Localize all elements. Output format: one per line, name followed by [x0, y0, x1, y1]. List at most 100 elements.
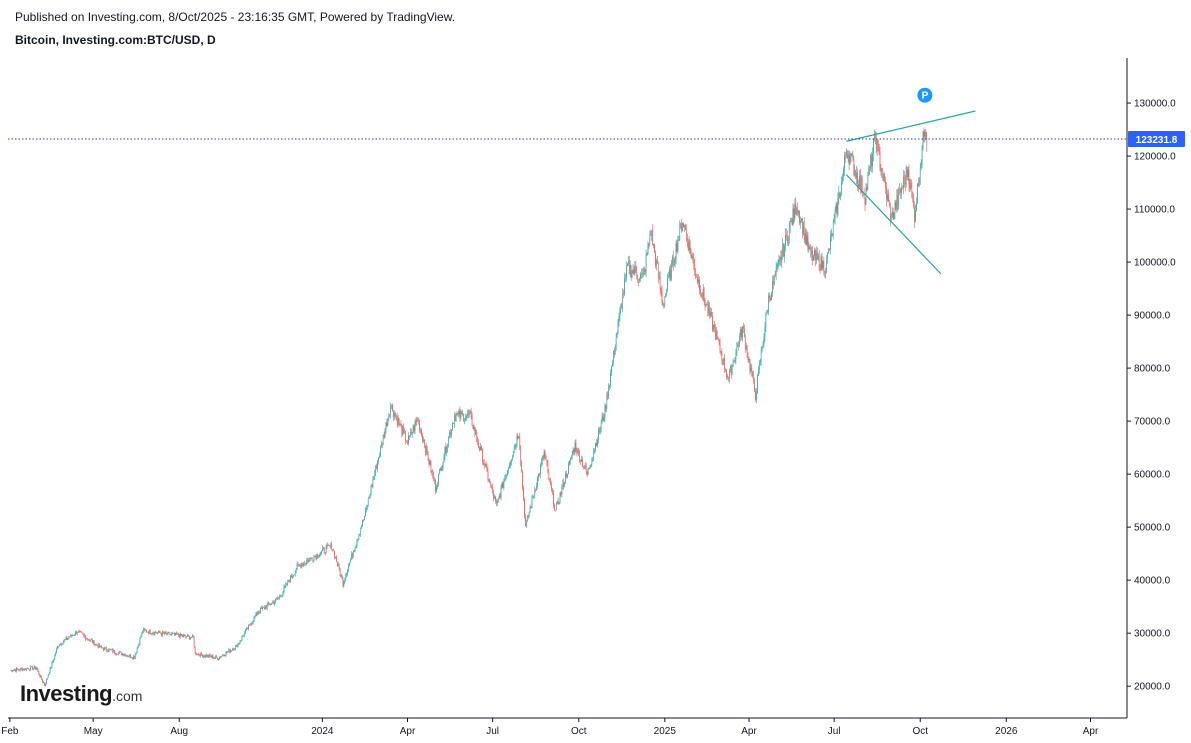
candle [10, 669, 12, 671]
candle [926, 132, 928, 152]
candle [104, 647, 106, 649]
candle [554, 503, 555, 511]
candle [836, 201, 838, 219]
candle [556, 500, 558, 505]
candle [388, 412, 390, 422]
upper-trendline[interactable] [846, 110, 976, 142]
candle [924, 129, 926, 143]
candle [498, 493, 500, 500]
candle [198, 652, 200, 657]
candle [482, 448, 483, 465]
candle [495, 495, 496, 504]
candle [99, 643, 101, 649]
candle [174, 631, 175, 636]
candle [285, 581, 287, 589]
candle [82, 632, 84, 635]
candle [324, 551, 326, 556]
candle [293, 574, 295, 576]
candle [494, 494, 495, 500]
candle [406, 440, 407, 443]
candle [305, 562, 306, 567]
candle [258, 610, 260, 615]
trendlines-layer[interactable] [845, 110, 976, 275]
candle [163, 631, 165, 636]
candle [781, 249, 783, 268]
y-tick-label: 20000.0 [1134, 682, 1171, 693]
candle [398, 417, 400, 428]
candle [597, 437, 598, 448]
candle [237, 642, 239, 648]
candle [387, 417, 389, 426]
candle [13, 669, 14, 672]
candle [643, 266, 645, 276]
candle [799, 210, 800, 226]
candle [144, 628, 145, 632]
candle [503, 478, 505, 491]
candle [116, 653, 117, 656]
p-marker-circle[interactable] [917, 87, 933, 103]
candle [247, 627, 248, 630]
logo-main: Investing [20, 681, 113, 706]
candle [24, 668, 26, 672]
candle [701, 292, 703, 301]
candle [193, 636, 195, 649]
candle [456, 413, 458, 416]
candle [700, 285, 701, 297]
candle [405, 430, 406, 445]
candle [257, 610, 259, 616]
candle [227, 651, 229, 653]
candle [652, 224, 653, 246]
candle [914, 201, 915, 229]
current-price-label: 123231.8 [1136, 135, 1178, 146]
x-tick-label: Apr [741, 726, 757, 737]
candle [77, 630, 79, 633]
candle [599, 426, 601, 435]
candle [531, 495, 533, 509]
y-tick-label: 110000.0 [1134, 205, 1175, 216]
y-tick-label: 50000.0 [1134, 523, 1171, 534]
candle [569, 457, 571, 465]
candle [380, 445, 381, 458]
candle [463, 413, 464, 422]
candle [569, 459, 570, 466]
candle [203, 654, 204, 659]
candle [715, 324, 716, 341]
candle [595, 442, 596, 453]
candle [478, 439, 479, 449]
lower-trendline[interactable] [845, 174, 942, 275]
candle [457, 411, 459, 417]
candle [841, 176, 842, 196]
candle [633, 265, 635, 276]
candle [429, 459, 431, 466]
candle [196, 653, 198, 656]
candle [244, 630, 246, 638]
candle [839, 191, 841, 199]
candle [166, 632, 168, 636]
candle [771, 291, 772, 301]
y-tick-label: 120000.0 [1134, 152, 1176, 163]
candle [817, 252, 819, 261]
candle [849, 151, 851, 166]
candle [668, 271, 669, 278]
candle [838, 185, 840, 205]
candle [775, 261, 777, 281]
candle [874, 129, 875, 142]
candle [912, 191, 914, 203]
p-marker[interactable]: P [917, 87, 933, 103]
candle [296, 561, 298, 570]
candle [440, 465, 442, 472]
candle [66, 635, 68, 641]
candle [274, 600, 275, 606]
candle [231, 650, 232, 653]
candle [62, 640, 64, 645]
candle [61, 642, 62, 647]
candle [176, 631, 177, 635]
candle [110, 648, 112, 651]
candle [399, 423, 401, 426]
candle [43, 680, 44, 684]
candle [578, 447, 580, 457]
axes-layer: 20000.0 30000.0 40000.0 50000.0 60000.0 70000… [1, 58, 1176, 737]
candle [394, 410, 395, 420]
candle [497, 497, 499, 503]
